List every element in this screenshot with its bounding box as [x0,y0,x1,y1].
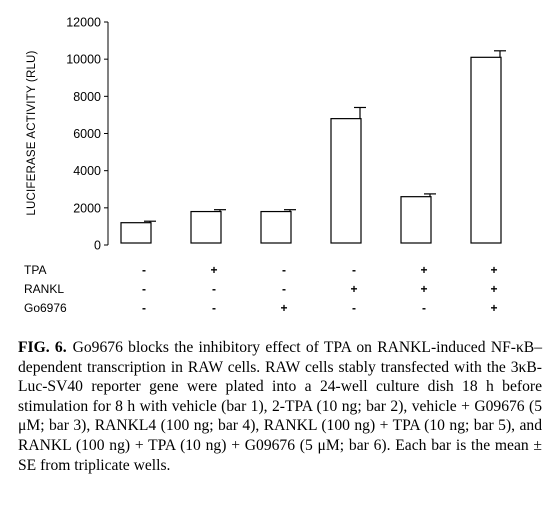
caption-label: FIG. 6. [18,339,67,356]
y-tick-label: 4000 [73,164,101,178]
y-tick-label: 8000 [73,90,101,104]
bar-chart: 0 2000 4000 6000 8000 10000 12000 LUCIFERASE A… [24,16,506,315]
condition-sign: + [280,301,287,315]
condition-sign: + [420,282,427,296]
bars [120,56,502,244]
condition-label: TPA [24,263,46,277]
condition-sign: - [352,263,356,277]
condition-sign: + [490,282,497,296]
y-tick-label: 10000 [66,53,101,67]
condition-label: Go6976 [24,301,67,315]
condition-sign: + [490,263,497,277]
condition-sign: - [422,301,426,315]
condition-sign: - [142,263,146,277]
condition-sign: + [420,263,427,277]
bar [330,118,362,244]
bar [470,56,502,244]
condition-sign: - [142,282,146,296]
y-tick-label: 2000 [73,201,101,215]
bar [260,210,292,244]
condition-sign: + [210,263,217,277]
caption-text: Go9676 blocks the inhibitory effect of T… [18,339,542,474]
bar [120,222,152,244]
condition-sign: - [282,282,286,296]
condition-table: TPA - + - - + + RANKL - - - + + + Go6976 - - + - - + [24,263,498,315]
condition-sign: - [282,263,286,277]
y-tick-label: 12000 [66,16,101,30]
condition-sign: + [350,282,357,296]
condition-label: RANKL [24,282,64,296]
condition-sign: - [352,301,356,315]
y-axis: 0 2000 4000 6000 8000 10000 12000 [66,16,109,253]
y-axis-label: LUCIFERASE ACTIVITY (RLU) [26,50,38,215]
error-bars [144,50,506,223]
y-tick-label: 0 [94,239,101,253]
condition-sign: - [212,301,216,315]
condition-sign: - [212,282,216,296]
y-tick-label: 6000 [73,127,101,141]
bar [400,196,432,244]
condition-sign: - [142,301,146,315]
bar [190,210,222,244]
condition-sign: + [490,301,497,315]
figure-caption: FIG. 6. Go9676 blocks the inhibitory effe… [18,338,542,475]
